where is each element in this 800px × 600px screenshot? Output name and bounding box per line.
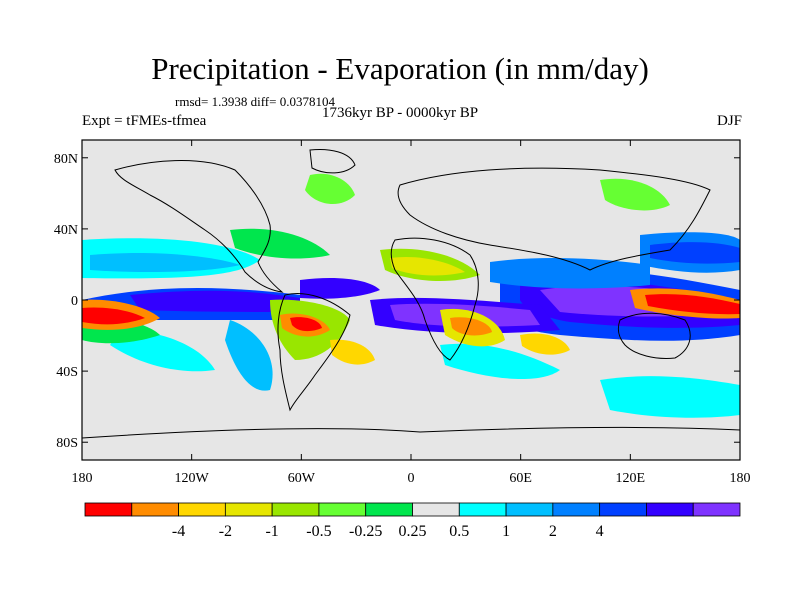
contour-region (290, 317, 322, 332)
colorbar-swatch (224, 502, 273, 517)
coastline-australia (617, 312, 691, 359)
contour-region (300, 278, 380, 299)
colorbar-swatch (692, 502, 741, 517)
lon-tick-label: 120W (175, 471, 210, 486)
colorbar-label: -1 (265, 523, 278, 540)
contour-region (225, 320, 273, 391)
colorbar-swatch (599, 502, 647, 517)
lon-tick-label: 60W (288, 471, 316, 486)
colorbar-swatch (131, 502, 179, 517)
lon-tick-label: 180 (72, 471, 93, 486)
contour-region (490, 258, 650, 289)
colorbar-swatch (646, 502, 694, 517)
coastline-greenland (309, 149, 356, 174)
contour-region (520, 333, 570, 355)
lat-tick-label: 40S (56, 365, 78, 380)
longitude-axis: 180 120W 60W 0 60E 120E 180 (72, 140, 751, 486)
coastline-eurasia (397, 167, 711, 271)
colorbar-swatch (178, 502, 226, 517)
coastlines (82, 149, 740, 439)
colorbar-label: -0.5 (306, 523, 331, 540)
season-label: DJF (716, 113, 742, 129)
latitude-axis: 80N 40N 0 40S 80S (54, 152, 740, 451)
colorbar-label: 2 (549, 523, 557, 540)
colorbar-swatch (365, 502, 413, 517)
coastline-south-america (277, 293, 351, 412)
period-label: 1736kyr BP - 0000kyr BP (322, 105, 479, 121)
lat-tick-label: 80N (54, 152, 78, 167)
lon-tick-label: 180 (730, 471, 751, 486)
contour-region (330, 339, 375, 365)
colorbar-label: 0.5 (449, 523, 469, 540)
colorbar-swatch (318, 502, 367, 517)
contour-region (440, 343, 560, 380)
colorbar: -4 -2 -1 -0.5 -0.25 0.25 0.5 1 2 4 (84, 502, 741, 540)
coastline-africa (390, 237, 479, 361)
lon-tick-label: 120E (616, 471, 646, 486)
colorbar-swatch (412, 502, 460, 517)
lat-tick-label: 40N (54, 223, 78, 238)
colorbar-label: 0.25 (399, 523, 427, 540)
contour-region (305, 173, 355, 205)
contour-region (230, 228, 330, 259)
colorbar-swatch (271, 502, 320, 517)
coastline-north-america (114, 160, 284, 293)
colorbar-label: -4 (172, 523, 185, 540)
colorbar-swatch (84, 502, 133, 517)
contour-region (90, 253, 240, 273)
colorbar-label: 1 (502, 523, 510, 540)
lon-tick-label: 0 (408, 471, 415, 486)
contour-region (645, 294, 740, 315)
colorbar-swatch (552, 502, 601, 517)
contour-region (82, 307, 145, 325)
lon-tick-label: 60E (509, 471, 532, 486)
chart-title: Precipitation - Evaporation (in mm/day) (151, 51, 649, 86)
contour-region (450, 317, 492, 336)
experiment-label: Expt = tFMEs-tfmea (82, 113, 207, 129)
colorbar-swatch (505, 502, 554, 517)
coastline-antarctica (82, 426, 740, 439)
lat-tick-label: 0 (71, 294, 78, 309)
colorbar-swatch (458, 502, 507, 517)
field-contours (82, 173, 740, 418)
contour-region (130, 290, 300, 312)
contour-region (390, 256, 465, 276)
colorbar-label: 4 (596, 523, 604, 540)
lat-tick-label: 80S (56, 436, 78, 451)
contour-region (600, 376, 740, 418)
colorbar-label: -2 (219, 523, 232, 540)
colorbar-label: -0.25 (349, 523, 382, 540)
stats-label: rmsd= 1.3938 diff= 0.0378104 (175, 94, 335, 109)
contour-region (600, 178, 670, 211)
